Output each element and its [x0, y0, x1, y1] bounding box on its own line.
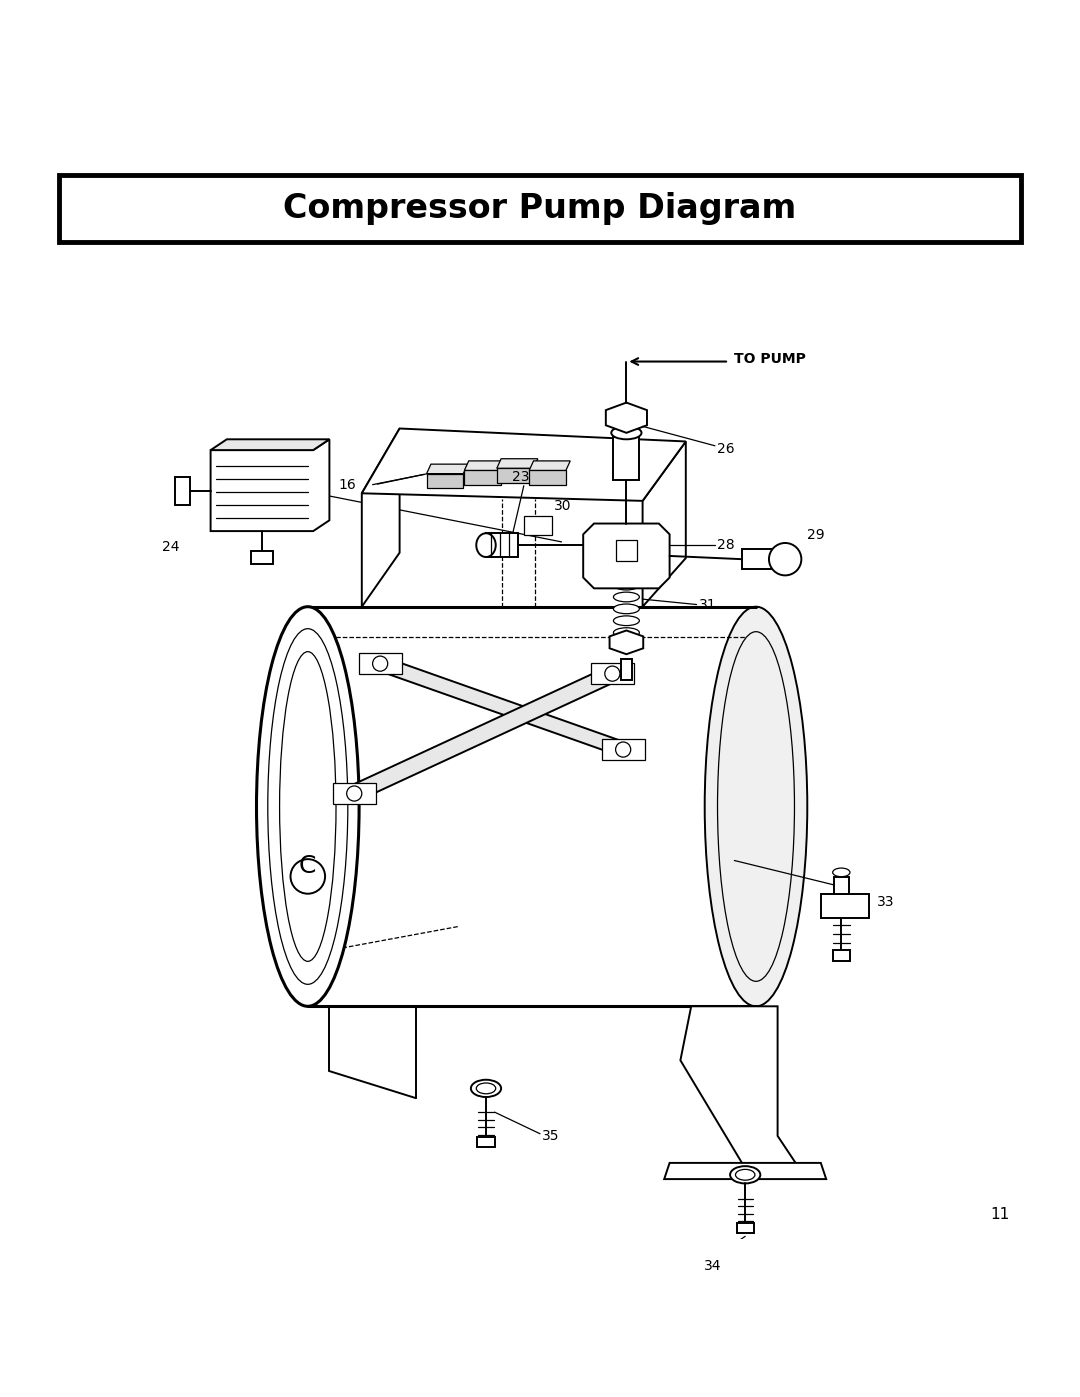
- Text: 26: 26: [717, 441, 734, 455]
- Text: 31: 31: [699, 598, 716, 612]
- Text: 35: 35: [542, 1129, 559, 1143]
- Polygon shape: [602, 739, 645, 760]
- Polygon shape: [367, 661, 637, 753]
- Ellipse shape: [613, 627, 639, 637]
- Polygon shape: [427, 474, 463, 488]
- Circle shape: [373, 657, 388, 671]
- Text: Compressor Pump Diagram: Compressor Pump Diagram: [283, 191, 797, 225]
- Circle shape: [616, 742, 631, 757]
- Text: C: C: [299, 855, 316, 879]
- Ellipse shape: [613, 616, 639, 626]
- Polygon shape: [362, 429, 400, 606]
- Polygon shape: [333, 782, 376, 805]
- Bar: [486, 534, 518, 557]
- Polygon shape: [497, 458, 538, 468]
- Polygon shape: [211, 439, 329, 450]
- Ellipse shape: [833, 868, 850, 877]
- Bar: [59, 175, 1021, 242]
- Ellipse shape: [611, 426, 642, 439]
- Polygon shape: [359, 652, 402, 675]
- Ellipse shape: [471, 1080, 501, 1097]
- Polygon shape: [583, 524, 670, 588]
- Polygon shape: [340, 671, 626, 796]
- Bar: [524, 515, 552, 535]
- Polygon shape: [211, 439, 329, 531]
- Bar: [833, 950, 850, 961]
- Ellipse shape: [613, 580, 639, 590]
- Ellipse shape: [256, 606, 359, 1006]
- Ellipse shape: [717, 631, 795, 981]
- Bar: [742, 549, 777, 569]
- Bar: [621, 658, 632, 680]
- Polygon shape: [362, 429, 686, 502]
- Polygon shape: [591, 662, 634, 685]
- Text: 16: 16: [339, 478, 356, 492]
- Circle shape: [291, 859, 325, 894]
- Text: TO PUMP: TO PUMP: [734, 352, 807, 366]
- Ellipse shape: [613, 604, 639, 613]
- Text: 11: 11: [990, 1207, 1010, 1222]
- Bar: [821, 894, 869, 918]
- Bar: [737, 1224, 754, 1234]
- Polygon shape: [609, 630, 644, 654]
- Ellipse shape: [613, 569, 639, 578]
- Bar: [175, 476, 190, 504]
- Bar: [251, 550, 272, 563]
- Bar: [613, 437, 639, 481]
- Polygon shape: [464, 461, 505, 471]
- Polygon shape: [529, 471, 566, 485]
- Ellipse shape: [613, 592, 639, 602]
- Polygon shape: [664, 1162, 826, 1179]
- Text: 33: 33: [877, 894, 894, 908]
- Polygon shape: [643, 441, 686, 606]
- Polygon shape: [529, 461, 570, 471]
- Polygon shape: [464, 471, 501, 485]
- Text: 34: 34: [704, 1259, 721, 1273]
- Circle shape: [605, 666, 620, 682]
- Ellipse shape: [613, 556, 639, 566]
- Text: 29: 29: [807, 528, 824, 542]
- Text: 28: 28: [717, 538, 734, 552]
- Ellipse shape: [730, 1166, 760, 1183]
- Bar: [616, 539, 637, 562]
- Polygon shape: [606, 402, 647, 433]
- Polygon shape: [497, 468, 534, 482]
- Bar: [834, 877, 849, 894]
- Polygon shape: [427, 464, 468, 474]
- Circle shape: [347, 787, 362, 800]
- Ellipse shape: [280, 651, 336, 961]
- Ellipse shape: [476, 534, 496, 557]
- Ellipse shape: [268, 629, 348, 985]
- Ellipse shape: [705, 606, 807, 1006]
- Ellipse shape: [735, 1169, 755, 1180]
- Circle shape: [769, 543, 801, 576]
- Ellipse shape: [476, 1083, 496, 1094]
- Polygon shape: [680, 1006, 799, 1168]
- Text: 24: 24: [162, 541, 179, 555]
- Text: 30: 30: [554, 499, 571, 513]
- Bar: [477, 1137, 495, 1147]
- Text: 23: 23: [512, 471, 529, 485]
